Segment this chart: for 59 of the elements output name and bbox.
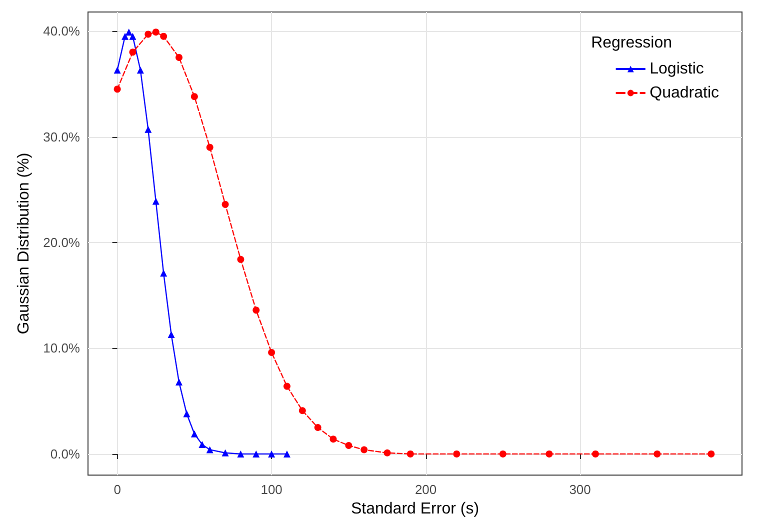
- point: [268, 348, 276, 356]
- point: [136, 66, 144, 74]
- point: [198, 440, 206, 448]
- point: [283, 450, 290, 458]
- point: [125, 28, 132, 36]
- point: [298, 407, 306, 414]
- point: [114, 86, 121, 93]
- point: [406, 450, 414, 458]
- point: [283, 382, 290, 390]
- y-tick-label: 0.0%: [50, 446, 80, 462]
- point: [708, 450, 715, 458]
- point: [152, 28, 160, 36]
- point: [252, 306, 260, 314]
- y-tick-label: 20.0%: [43, 234, 80, 250]
- point: [654, 450, 661, 458]
- point: [330, 436, 337, 443]
- point: [144, 30, 152, 38]
- point: [499, 450, 506, 458]
- point: [144, 126, 152, 133]
- legend-label: Quadratic: [650, 84, 720, 102]
- point: [222, 200, 229, 208]
- x-tick-label: 100: [260, 482, 282, 498]
- point: [160, 270, 168, 277]
- point: [176, 378, 183, 386]
- point: [190, 93, 198, 100]
- point: [268, 450, 276, 458]
- point: [168, 330, 175, 338]
- point: [160, 32, 168, 40]
- y-tick-label: 10.0%: [43, 340, 80, 356]
- point: [546, 450, 553, 458]
- point: [453, 450, 460, 458]
- legend-label: Logistic: [650, 60, 704, 78]
- y-axis-title: Gaussian Distribution (%): [16, 152, 32, 334]
- point: [129, 48, 136, 56]
- point: [114, 66, 121, 74]
- point: [152, 198, 160, 205]
- x-tick-label: 200: [414, 482, 437, 498]
- point: [384, 449, 391, 456]
- point: [314, 424, 322, 432]
- y-tick-label: 40.0%: [43, 24, 80, 39]
- x-tick-label: 300: [569, 482, 591, 498]
- legend-title: Regression: [591, 34, 672, 52]
- point: [222, 449, 229, 456]
- point: [206, 144, 214, 151]
- point: [183, 410, 190, 418]
- point: [176, 54, 183, 61]
- point: [592, 450, 599, 458]
- point: [345, 442, 352, 449]
- point: [122, 32, 129, 40]
- point: [252, 450, 260, 458]
- point: [237, 450, 244, 458]
- y-tick-label: 30.0%: [43, 129, 80, 144]
- point: [360, 446, 368, 454]
- point: [190, 430, 198, 438]
- point: [129, 32, 136, 40]
- point: [206, 446, 214, 454]
- point: [237, 256, 244, 263]
- x-axis-title: Standard Error (s): [350, 500, 480, 518]
- x-tick-label: 0: [114, 482, 121, 498]
